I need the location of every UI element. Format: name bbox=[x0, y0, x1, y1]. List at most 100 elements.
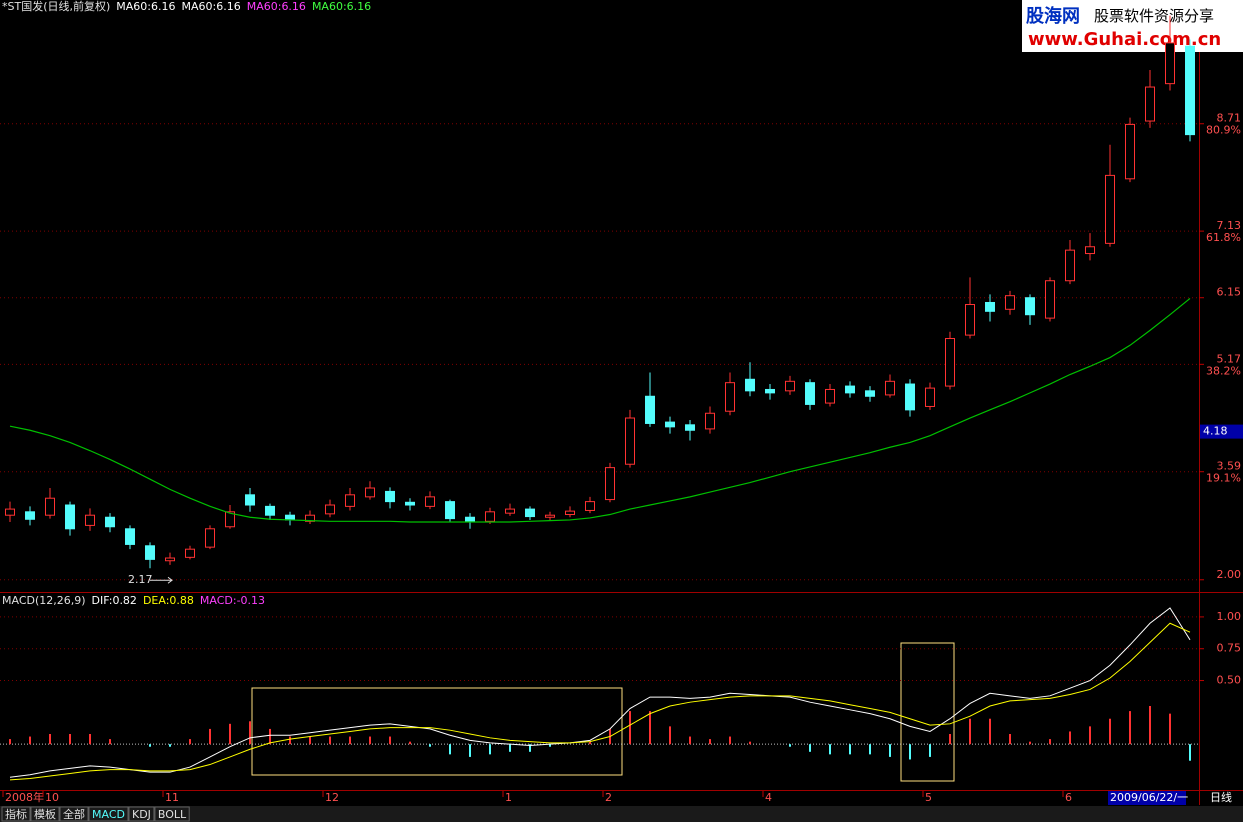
candle-body bbox=[745, 378, 755, 392]
y2-tick-label: 38.2% bbox=[1206, 364, 1241, 377]
tab-frame bbox=[88, 806, 129, 822]
candle-body bbox=[125, 528, 135, 545]
candle-body bbox=[1005, 295, 1015, 310]
period-label: 日线 bbox=[1210, 790, 1232, 804]
low-arrow bbox=[150, 576, 173, 584]
tab-frame bbox=[128, 806, 155, 822]
x-tick-label: 5 bbox=[925, 791, 932, 804]
candle-body bbox=[465, 516, 475, 523]
x-tick-label: 2 bbox=[605, 791, 612, 804]
tab[interactable]: 模板 bbox=[34, 807, 56, 821]
candle-body bbox=[5, 508, 15, 516]
candle-body bbox=[545, 514, 555, 518]
candle-body bbox=[645, 395, 655, 424]
candle-body bbox=[885, 380, 895, 396]
candle-body bbox=[905, 383, 915, 411]
candle-body bbox=[385, 490, 395, 503]
candle-body bbox=[325, 504, 335, 515]
tab[interactable]: 全部 bbox=[63, 807, 85, 821]
y2-tick-label: 19.1% bbox=[1206, 472, 1241, 485]
ma-line bbox=[9, 297, 1191, 523]
date-label: 2009/06/22/一 bbox=[1110, 791, 1188, 804]
legend-entry: DEA:0.88 bbox=[143, 594, 194, 607]
macd-line bbox=[9, 622, 1191, 781]
candle-body bbox=[825, 388, 835, 404]
y-tick-label: 0.75 bbox=[1217, 642, 1242, 655]
candle-body bbox=[85, 514, 95, 526]
candle-body bbox=[685, 424, 695, 431]
y-tick-label: 8.71 bbox=[1217, 112, 1242, 125]
candle-body bbox=[425, 496, 435, 507]
legend-entry: MA60:6.16 bbox=[312, 0, 371, 13]
candle-body bbox=[925, 387, 935, 407]
y-tick-label: 0.50 bbox=[1217, 674, 1242, 687]
candle-body bbox=[845, 385, 855, 394]
legend-entry: MA60:6.16 bbox=[182, 0, 241, 13]
x-tick-label: 4 bbox=[765, 791, 772, 804]
candle-body bbox=[445, 501, 455, 520]
candle-body bbox=[205, 528, 215, 548]
x-tick-label: 10 bbox=[45, 791, 59, 804]
legend-entry: MA60:6.16 bbox=[247, 0, 306, 13]
candle-body bbox=[765, 388, 775, 394]
candle-body bbox=[525, 508, 535, 518]
candle-body bbox=[225, 511, 235, 528]
candle-body bbox=[25, 511, 35, 520]
price-marker: 4.18 bbox=[1203, 425, 1228, 438]
candle-body bbox=[345, 494, 355, 507]
candle-body bbox=[1145, 86, 1155, 122]
tab[interactable]: BOLL bbox=[158, 808, 187, 821]
candle-body bbox=[725, 382, 735, 412]
candle-body bbox=[565, 510, 575, 516]
candle-body bbox=[485, 511, 495, 522]
highlight-box bbox=[900, 642, 955, 782]
candle-body bbox=[105, 516, 115, 528]
candle-body bbox=[965, 304, 975, 336]
tab[interactable]: MACD bbox=[92, 808, 125, 821]
candle-body bbox=[505, 508, 515, 514]
y-tick-label: 1.00 bbox=[1217, 610, 1242, 623]
tab[interactable]: KDJ bbox=[132, 808, 151, 821]
tab-frame bbox=[30, 806, 60, 822]
candle-body bbox=[1065, 249, 1075, 282]
candle-body bbox=[585, 501, 595, 511]
candle-body bbox=[1025, 297, 1035, 316]
candle-body bbox=[1105, 174, 1115, 244]
tab-bar bbox=[0, 806, 1243, 822]
y-tick-label: 2.00 bbox=[1217, 568, 1242, 581]
legend-entry: DIF:0.82 bbox=[92, 594, 137, 607]
candle-body bbox=[865, 390, 875, 397]
y2-tick-label: 61.8% bbox=[1206, 231, 1241, 244]
candle-body bbox=[1085, 246, 1095, 255]
candle-body bbox=[605, 467, 615, 501]
candle-body bbox=[785, 380, 795, 392]
tab-frame bbox=[1, 806, 31, 822]
watermark-slogan: 股票软件资源分享 bbox=[1094, 7, 1214, 25]
date-box bbox=[1108, 791, 1186, 805]
candle-body bbox=[165, 557, 175, 562]
candle-body bbox=[365, 487, 375, 498]
candle-body bbox=[1165, 42, 1175, 85]
low-label: 2.17 bbox=[128, 573, 153, 586]
y2-tick-label: 80.9% bbox=[1206, 124, 1241, 137]
tab-frame bbox=[154, 806, 190, 822]
candle-body bbox=[65, 504, 75, 530]
legend-entry: MACD:-0.13 bbox=[200, 594, 265, 607]
tab[interactable]: 指标 bbox=[5, 807, 27, 821]
candle-body bbox=[245, 494, 255, 506]
candle-body bbox=[665, 421, 675, 428]
candle-body bbox=[265, 505, 275, 516]
candle-body bbox=[1125, 123, 1135, 180]
legend-entry: MA60:6.16 bbox=[116, 0, 175, 13]
y-tick-label: 7.13 bbox=[1217, 219, 1242, 232]
candle-body bbox=[305, 514, 315, 522]
x-tick-label: 2008年 bbox=[5, 790, 44, 804]
candle-body bbox=[705, 412, 715, 430]
panel-title: *ST国发(日线,前复权) bbox=[2, 0, 110, 13]
y-tick-label: 6.15 bbox=[1217, 286, 1242, 299]
candle-body bbox=[945, 338, 955, 387]
watermark-brand: 股海网 bbox=[1025, 5, 1080, 27]
